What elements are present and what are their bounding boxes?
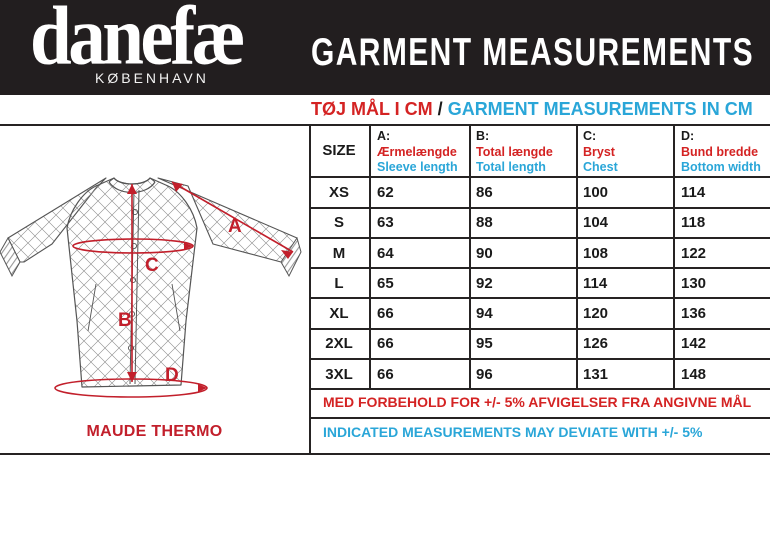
svg-text:D: D	[165, 365, 179, 386]
svg-text:C: C	[145, 255, 159, 276]
svg-text:A: A	[228, 216, 242, 237]
svg-text:B: B	[118, 310, 132, 331]
